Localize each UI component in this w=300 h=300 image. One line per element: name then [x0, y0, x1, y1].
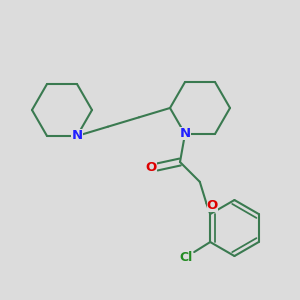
- Text: N: N: [179, 128, 191, 140]
- Text: Cl: Cl: [180, 250, 193, 263]
- Text: O: O: [145, 160, 157, 173]
- Text: O: O: [207, 199, 218, 212]
- Text: N: N: [71, 130, 82, 142]
